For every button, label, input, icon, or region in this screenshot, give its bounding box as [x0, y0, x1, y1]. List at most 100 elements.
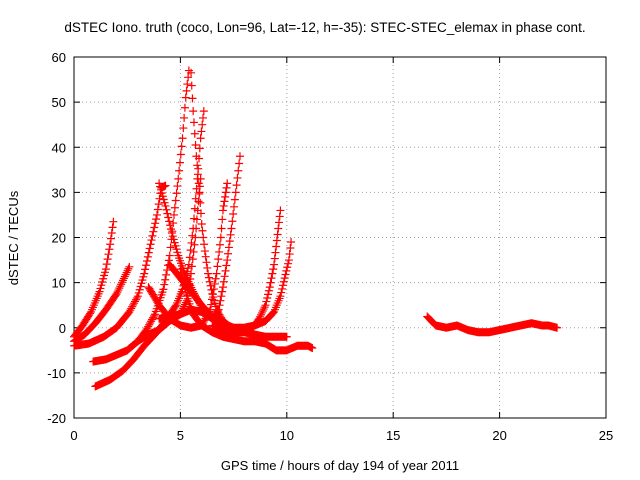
data-point — [284, 256, 293, 265]
data-point — [101, 265, 110, 274]
data-point — [222, 261, 231, 270]
data-point — [274, 218, 283, 227]
data-point — [193, 170, 202, 179]
data-point — [141, 265, 150, 274]
data-point — [221, 188, 230, 197]
data-point — [212, 269, 221, 278]
data-point — [217, 224, 226, 233]
y-tick-label: 60 — [52, 50, 66, 65]
data-point — [195, 189, 204, 198]
y-tick-label: 20 — [52, 231, 66, 246]
data-point — [176, 265, 185, 274]
data-point — [123, 266, 132, 275]
data-point — [222, 183, 231, 192]
y-tick-label: 0 — [59, 321, 66, 336]
data-point — [286, 244, 295, 253]
data-point — [159, 285, 168, 294]
data-point — [276, 292, 285, 301]
x-tick-label: 20 — [492, 428, 506, 443]
data-point — [214, 305, 223, 314]
data-point — [187, 81, 196, 90]
data-point — [199, 113, 208, 122]
data-point — [119, 274, 128, 283]
data-point — [258, 306, 267, 315]
data-point — [276, 206, 285, 215]
data-point — [182, 271, 191, 280]
data-point — [233, 173, 242, 182]
data-point — [164, 213, 173, 222]
data-point — [196, 174, 205, 183]
data-point — [268, 309, 277, 318]
data-point — [117, 280, 126, 289]
data-point — [191, 233, 200, 242]
data-point — [196, 134, 205, 143]
data-point — [162, 270, 171, 279]
data-point — [107, 228, 116, 237]
data-point — [213, 306, 222, 315]
data-point — [170, 203, 179, 212]
data-point — [219, 277, 228, 286]
data-point — [262, 297, 271, 306]
data-point — [165, 217, 174, 226]
data-point — [182, 86, 191, 95]
data-point — [213, 262, 222, 271]
data-point — [280, 274, 289, 283]
data-point — [218, 215, 227, 224]
data-point — [231, 188, 240, 197]
data-point — [129, 300, 138, 309]
x-tick-label: 15 — [386, 428, 400, 443]
data-point — [232, 181, 241, 190]
data-series — [70, 217, 118, 341]
data-point — [189, 247, 198, 256]
data-point — [194, 197, 203, 206]
data-point — [108, 223, 117, 232]
data-point — [221, 192, 230, 201]
data-point — [275, 212, 284, 221]
data-point — [166, 243, 175, 252]
data-point — [257, 308, 266, 317]
data-point — [202, 258, 211, 267]
data-point — [142, 261, 151, 270]
data-point — [216, 233, 225, 242]
data-point — [200, 240, 209, 249]
data-point — [224, 243, 233, 252]
data-point — [267, 274, 276, 283]
data-point — [104, 250, 113, 259]
data-point — [219, 201, 228, 210]
data-point — [188, 255, 197, 264]
data-point — [209, 285, 218, 294]
data-point — [132, 293, 141, 302]
data-point — [287, 238, 296, 247]
data-point — [116, 282, 125, 291]
data-point — [149, 311, 158, 320]
data-point — [220, 272, 229, 281]
data-point — [173, 182, 182, 191]
data-point — [193, 206, 202, 215]
data-series — [423, 312, 562, 337]
data-point — [183, 267, 192, 276]
data-point — [176, 150, 185, 159]
data-point — [282, 266, 291, 275]
data-point — [106, 240, 115, 249]
data-point — [225, 237, 234, 246]
data-point — [260, 303, 269, 312]
data-point — [195, 182, 204, 191]
data-point — [191, 140, 200, 149]
data-point — [285, 250, 294, 259]
data-point — [120, 272, 129, 281]
data-point — [145, 320, 154, 329]
x-tick-label: 25 — [599, 428, 613, 443]
data-series — [70, 181, 170, 350]
data-point — [218, 206, 227, 215]
data-point — [125, 307, 134, 316]
data-point — [171, 196, 180, 205]
axes: 0 5 10 15 20 25 -20 -10 0 10 20 30 40 50 60 — [47, 50, 613, 443]
data-point — [273, 230, 282, 239]
data-point — [226, 230, 235, 239]
data-point — [112, 289, 121, 298]
data-point — [106, 234, 115, 243]
chart-title: dSTEC Iono. truth (coco, Lon=96, Lat=-12… — [64, 20, 585, 35]
data-point — [198, 120, 207, 129]
data-point — [113, 287, 122, 296]
